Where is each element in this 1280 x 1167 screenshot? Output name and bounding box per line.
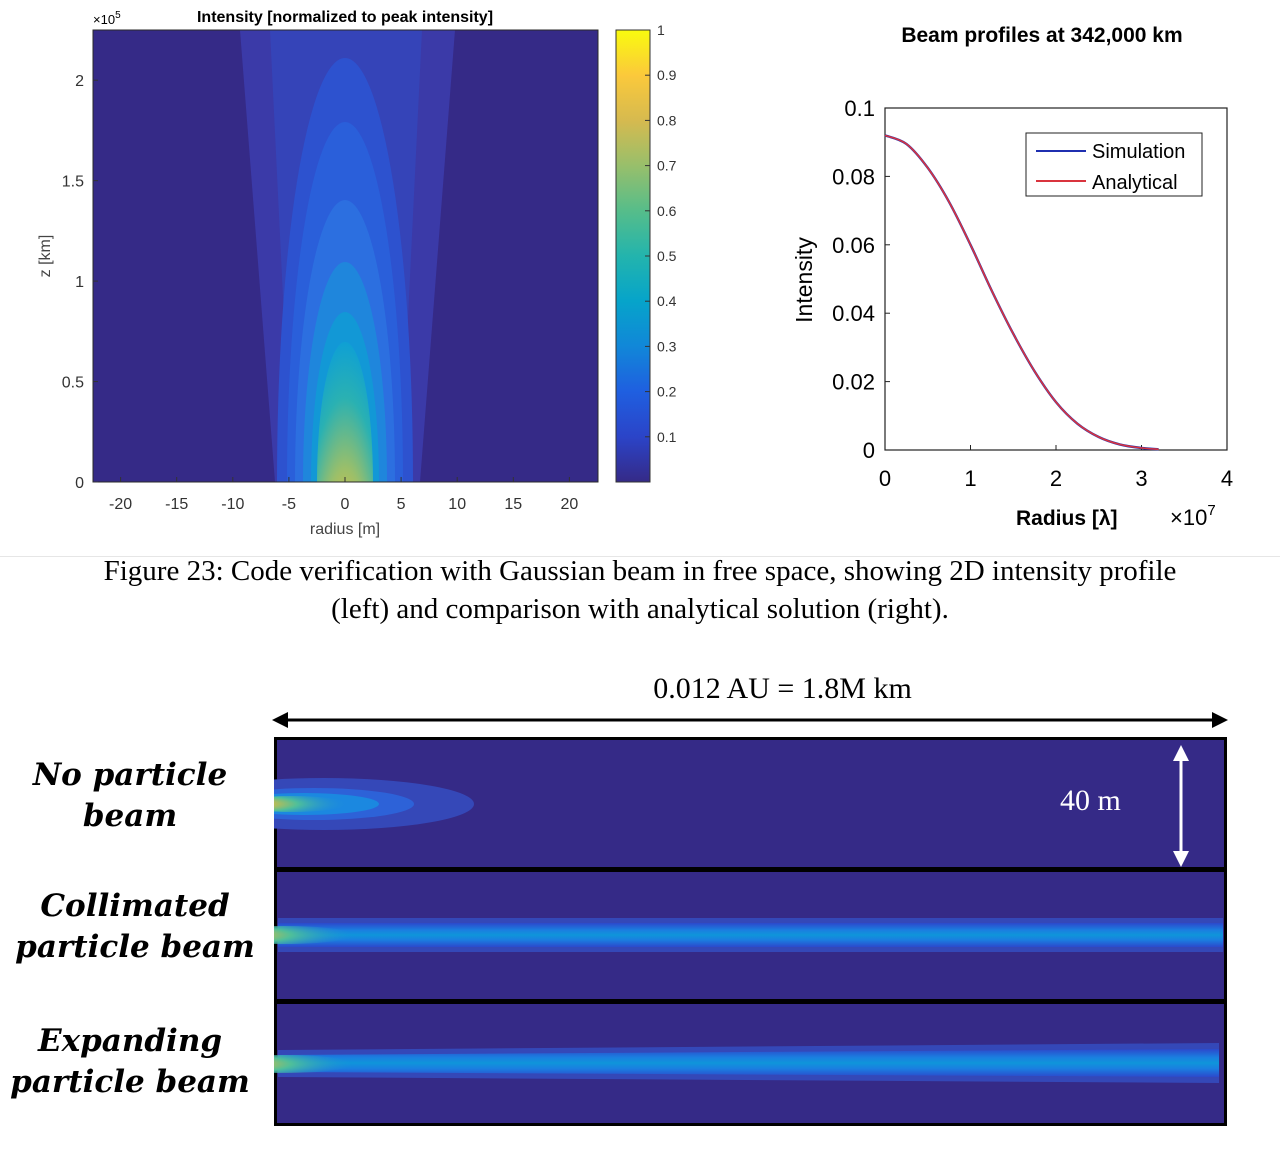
heatmap-x-ticks: -20 -15 -10 -5 0 5 10 15 20	[109, 477, 578, 513]
heatmap-x-tick-label: -15	[165, 496, 188, 513]
heatmap-xlabel: radius [m]	[310, 521, 380, 538]
chart-y-tick-label: 0.04	[832, 301, 875, 326]
colorbar-tick-label: 0.4	[657, 293, 677, 309]
caption-line-1: Figure 23: Code verification with Gaussi…	[103, 555, 1177, 587]
chart-series	[884, 134, 1159, 451]
colorbar-tick-label: 0.9	[657, 67, 677, 83]
chart-x-ticks: 0 1 2 3 4	[879, 445, 1233, 491]
heatmap-y-tick-label: 1.5	[62, 174, 84, 191]
heatmap-x-tick-label: 20	[561, 496, 579, 513]
colorbar-tick-label: 0.2	[657, 384, 677, 400]
legend-label-analytical: Analytical	[1092, 172, 1178, 194]
heatmap-y-ticks: 0 0.5 1 1.5 2	[62, 73, 98, 492]
heatmap-x-tick-label: 15	[504, 496, 522, 513]
panel-expanding-particle-beam	[274, 1001, 1227, 1126]
panel-no-particle-beam	[274, 737, 1227, 870]
chart-y-tick-label: 0.06	[832, 233, 875, 258]
heatmap-x-tick-label: -10	[221, 496, 244, 513]
chart-y-tick-label: 0.02	[832, 370, 875, 395]
chart-ylabel: Intensity	[791, 237, 817, 323]
colorbar-tick-label: 1	[657, 22, 665, 38]
heatmap-beam	[240, 30, 455, 482]
heatmap-x-tick-label: 5	[397, 496, 406, 513]
heatmap-x-tick-label: -20	[109, 496, 132, 513]
heatmap-title: Intensity [normalized to peak intensity]	[197, 9, 493, 26]
height-label: 40 m	[1060, 784, 1121, 817]
heatmap-y-tick-label: 2	[75, 73, 84, 90]
chart-y-ticks: 0 0.02 0.04 0.06 0.08 0.1	[832, 96, 890, 463]
colorbar-tick-label: 0.5	[657, 248, 677, 264]
length-arrow	[272, 712, 1228, 728]
heatmap-y-tick-label: 0.5	[62, 375, 84, 392]
colorbar-tick-label: 0.8	[657, 112, 677, 128]
chart-x-tick-label: 2	[1050, 466, 1062, 491]
colorbar-tick-label: 0.3	[657, 338, 677, 354]
colorbar-tick-label: 0.6	[657, 203, 677, 219]
chart-x-tick-label: 0	[879, 466, 891, 491]
colorbar-tick-label: 0.7	[657, 158, 677, 174]
chart-x-tick-label: 4	[1221, 466, 1233, 491]
heatmap-ylabel: z [km]	[37, 235, 54, 278]
figure-separator	[0, 556, 1280, 557]
heatmap-x-tick-label: 0	[341, 496, 350, 513]
series-line-analytical	[884, 134, 1159, 451]
heatmap-y-tick-label: 0	[75, 475, 84, 492]
chart-x-tick-label: 3	[1135, 466, 1147, 491]
figure-caption: Figure 23: Code verification with Gaussi…	[20, 552, 1260, 628]
chart-x-tick-label: 1	[964, 466, 976, 491]
row-label-no-particle-beam: No particle beam	[32, 757, 228, 834]
heatmap-x-tick-label: 10	[448, 496, 466, 513]
heatmap-x-tick-label: -5	[282, 496, 296, 513]
row-label-collimated-particle-beam: Collimated particle beam	[15, 888, 255, 965]
legend-label-simulation: Simulation	[1092, 141, 1185, 163]
beam-panels	[274, 737, 1227, 1126]
row-label-expanding-particle-beam: Expanding particle beam	[10, 1023, 250, 1100]
heatmap-y-tick-label: 1	[75, 274, 84, 291]
chart-y-tick-label: 0	[863, 438, 875, 463]
colorbar-tick-label: 0.1	[657, 429, 677, 445]
chart-xlabel: Radius [λ]	[1016, 507, 1118, 530]
chart-x-multiplier: ×107	[1170, 502, 1216, 530]
colorbar	[615, 29, 651, 483]
caption-line-2: (left) and comparison with analytical so…	[331, 593, 949, 625]
chart-y-tick-label: 0.1	[844, 96, 875, 121]
heatmap-y-multiplier: ×105	[93, 10, 121, 27]
colorbar-ticks: 0.1 0.2 0.3 0.4 0.5 0.6 0.7 0.8 0.9 1	[645, 22, 677, 445]
chart-title: Beam profiles at 342,000 km	[901, 24, 1182, 47]
chart-y-tick-label: 0.08	[832, 164, 875, 189]
panel-collimated-particle-beam	[274, 869, 1227, 1002]
length-label: 0.012 AU = 1.8M km	[653, 672, 912, 705]
intensity-heatmap: Intensity [normalized to peak intensity]…	[37, 9, 677, 538]
chart-legend: Simulation Analytical	[1025, 132, 1203, 197]
